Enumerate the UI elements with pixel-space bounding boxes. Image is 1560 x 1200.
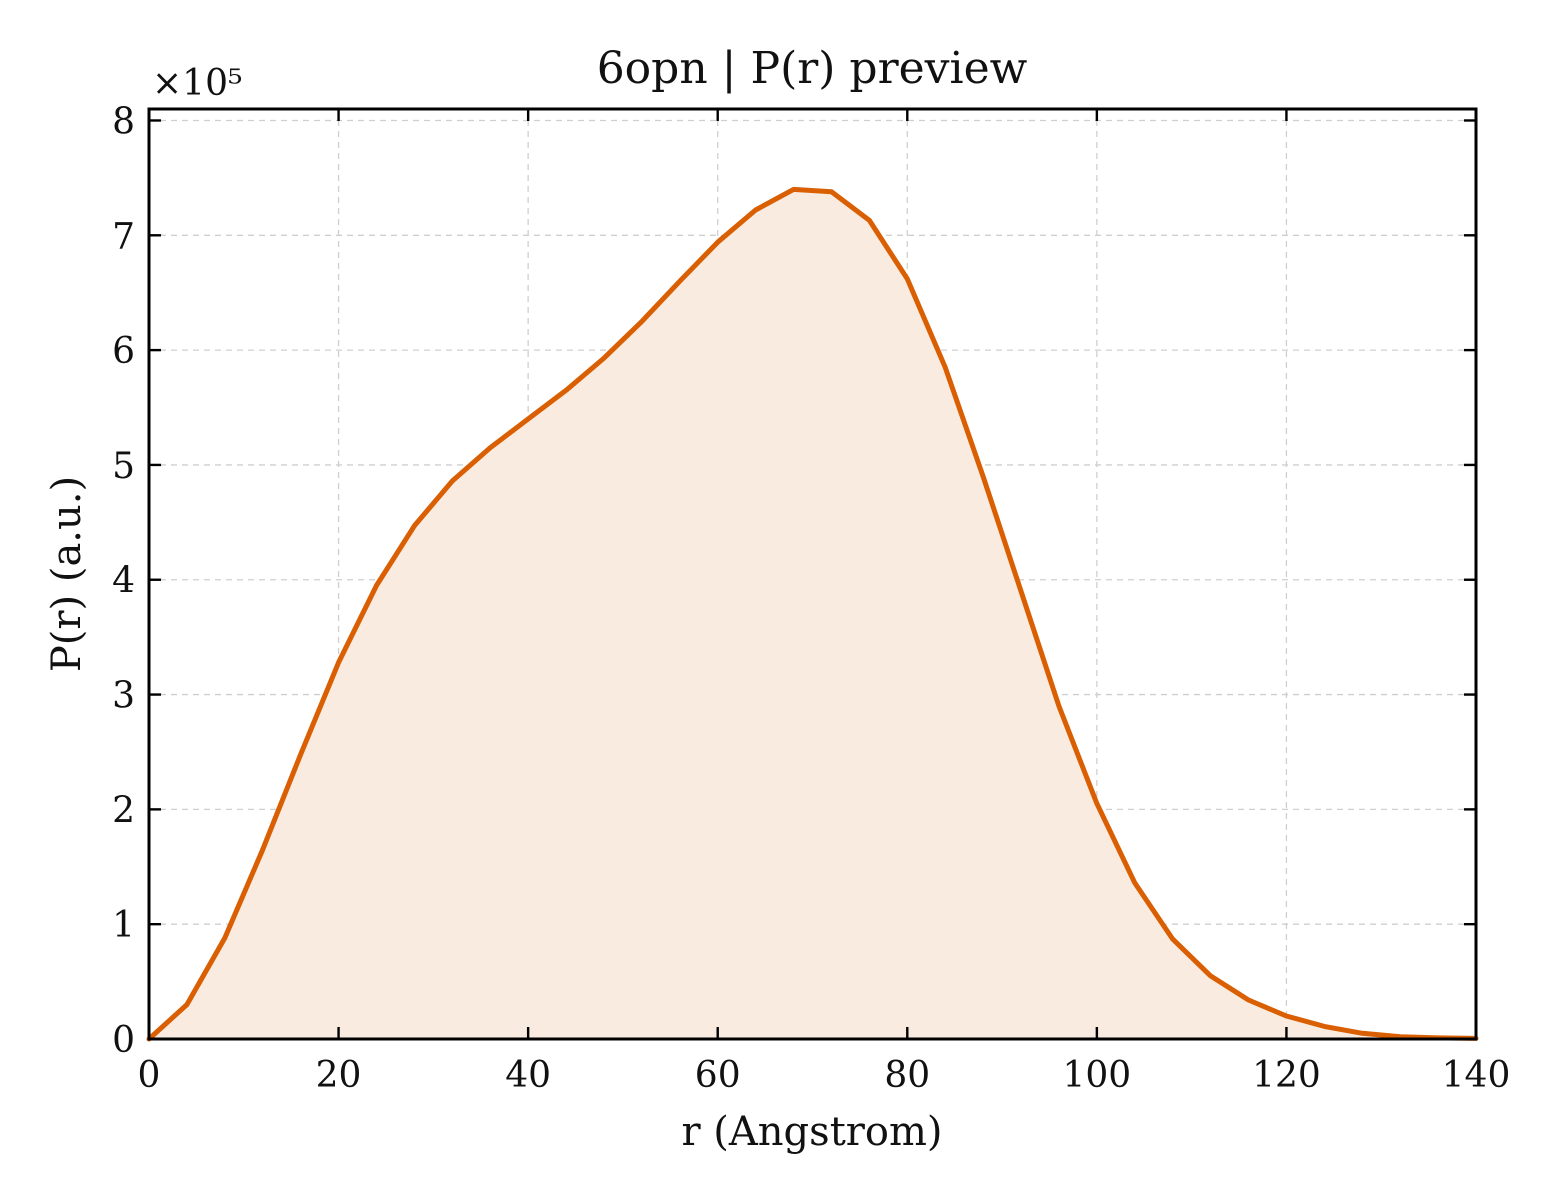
chart-title: 6opn | P(r) preview xyxy=(597,43,1028,94)
y-tick-label: 6 xyxy=(112,331,135,372)
x-tick-label: 0 xyxy=(138,1055,161,1096)
y-tick-label: 1 xyxy=(112,905,135,946)
tick-labels: 0 20 40 60 80 100 120 140 0 1 2 3 4 5 6 7 8 xyxy=(112,101,1510,1096)
x-axis-label: r (Angstrom) xyxy=(681,1109,942,1155)
series-line xyxy=(146,186,1479,1042)
x-tick-label: 60 xyxy=(695,1055,741,1096)
plot-frame xyxy=(147,107,1478,1041)
x-tick-label: 80 xyxy=(884,1055,930,1096)
x-tick-label: 140 xyxy=(1442,1055,1511,1096)
axis-ticks xyxy=(147,109,1478,1041)
area-fill xyxy=(149,189,1476,1039)
y-tick-label: 4 xyxy=(112,561,135,602)
x-tick-label: 100 xyxy=(1062,1055,1131,1096)
y-tick-label: 2 xyxy=(112,790,135,831)
x-tick-label: 120 xyxy=(1252,1055,1321,1096)
y-tick-label: 3 xyxy=(112,676,135,717)
x-tick-label: 20 xyxy=(316,1055,362,1096)
y-tick-label: 8 xyxy=(112,101,135,142)
x-tick-label: 40 xyxy=(505,1055,551,1096)
y-multiplier-label: ×10⁵ xyxy=(152,63,242,104)
y-tick-label: 0 xyxy=(112,1020,135,1061)
y-tick-label: 5 xyxy=(112,446,135,487)
y-tick-label: 7 xyxy=(112,216,135,257)
y-axis-label: P(r) (a.u.) xyxy=(44,476,90,672)
